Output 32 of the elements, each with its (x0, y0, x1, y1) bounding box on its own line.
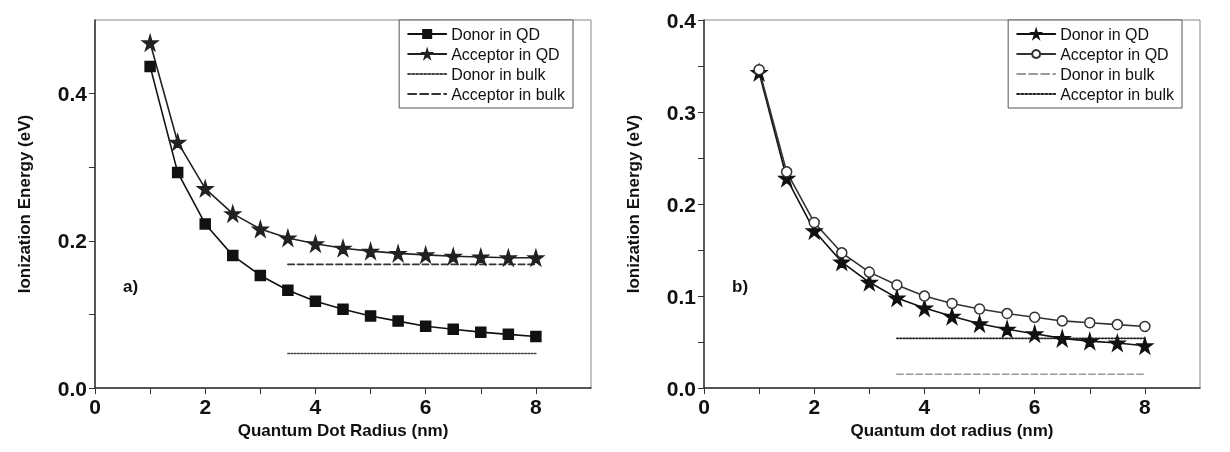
y-tick-label: 0.1 (666, 284, 697, 308)
y-tick-label: 0.4 (57, 82, 88, 106)
annotation: b) (732, 277, 749, 297)
y-axis-title: Ionization Energy (eV) (624, 114, 643, 294)
y-axis-title: Ionization Energy (eV) (15, 114, 34, 294)
y-tick-label: 0.4 (666, 8, 697, 32)
x-tick-label: 8 (1139, 395, 1152, 419)
x-axis-title: Quantum dot radius (nm) (850, 421, 1054, 440)
y-tick-label: 0.3 (666, 100, 696, 124)
y-tick-label: 0.2 (57, 229, 87, 253)
annotation: a) (123, 277, 139, 297)
x-tick-label: 6 (1028, 395, 1041, 419)
y-tick-label: 0.0 (57, 376, 87, 400)
y-tick-label: 0.2 (666, 192, 696, 216)
x-tick-label: 0 (89, 395, 101, 419)
y-tick-label: 0.0 (666, 376, 696, 400)
legend-label: Acceptor in QD (451, 45, 560, 63)
x-tick-label: 0 (698, 395, 710, 419)
legend-label: Acceptor in bulk (1060, 85, 1175, 103)
legend-label: Donor in bulk (451, 65, 547, 83)
x-tick-label: 2 (808, 395, 821, 419)
x-tick-label: 4 (309, 395, 322, 419)
legend-label: Donor in bulk (1060, 65, 1156, 83)
x-tick-label: 6 (419, 395, 432, 419)
legend-label: Donor in QD (451, 25, 541, 43)
x-tick-label: 4 (918, 395, 931, 419)
x-tick-label: 8 (530, 395, 543, 419)
legend-label: Acceptor in bulk (451, 85, 566, 103)
legend-label: Acceptor in QD (1060, 45, 1169, 63)
x-axis-title: Quantum Dot Radius (nm) (237, 421, 449, 440)
x-tick-label: 2 (199, 395, 212, 419)
legend-label: Donor in QD (1060, 25, 1150, 43)
